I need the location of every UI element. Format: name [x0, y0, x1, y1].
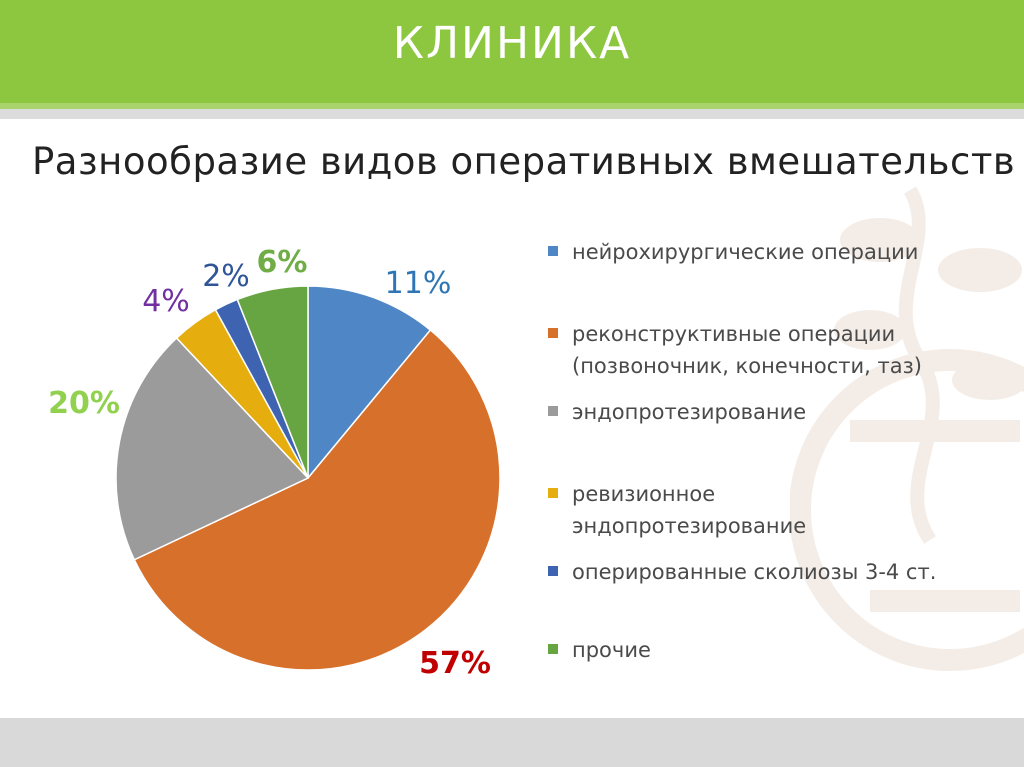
- legend-swatch: [548, 488, 558, 498]
- slice-percent-label: 2%: [202, 259, 250, 294]
- pie-slice: [307, 285, 432, 481]
- footer-bar: [0, 718, 1024, 767]
- slice-percent-label: 6%: [257, 245, 308, 280]
- legend-label: оперированные сколиозы 3-4 ст.: [572, 560, 937, 584]
- legend-swatch: [548, 246, 558, 256]
- header-bar: [0, 0, 1024, 103]
- pie-slice: [236, 285, 309, 479]
- legend-swatch: [548, 566, 558, 576]
- header-shadow-strip: [0, 109, 1024, 119]
- legend-swatch: [548, 644, 558, 654]
- slice-percent-label: 57%: [419, 646, 491, 681]
- legend-swatch: [548, 406, 558, 416]
- header-strip: [0, 103, 1024, 109]
- legend-label: прочие: [572, 638, 651, 662]
- chart-title: Разнообразие видов оперативных вмешатель…: [32, 140, 1016, 183]
- pie-slice: [115, 336, 310, 561]
- legend-label: эндопротезирование: [572, 400, 807, 424]
- slice-percent-label: 11%: [385, 266, 452, 301]
- slice-percent-label: 4%: [142, 284, 190, 319]
- pie-slice: [133, 329, 501, 671]
- legend-label: нейрохирургические операции: [572, 240, 919, 264]
- slice-percent-label: 20%: [48, 386, 120, 421]
- legend-label: ревизионное эндопротезирование: [572, 482, 807, 538]
- legend-swatch: [548, 328, 558, 338]
- emblem-watermark: [790, 186, 1024, 671]
- slide-title: КЛИНИКА: [392, 18, 632, 69]
- legend-label: реконструктивные операции (позвоночник, …: [572, 322, 922, 378]
